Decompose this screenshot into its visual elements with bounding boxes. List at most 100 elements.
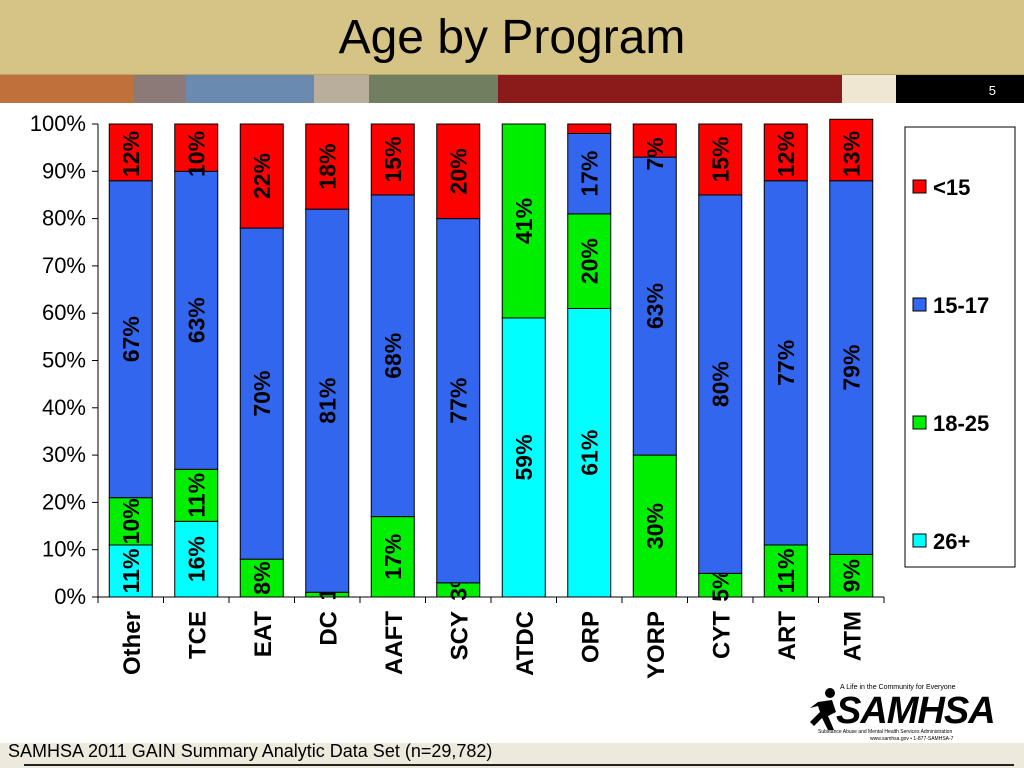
bar-segment-atm-15-17 [829, 180, 874, 555]
data-label-tce-18-25: 11% [183, 473, 209, 518]
legend-swatch-26 [912, 533, 927, 548]
data-label-orp-26: 61% [576, 430, 602, 476]
data-label-cyt-15: 15% [707, 136, 733, 182]
bar-segment-other-15-17 [108, 180, 153, 499]
data-label-tce-15-17: 63% [183, 297, 209, 343]
data-label-art-18-25: 11% [773, 549, 799, 594]
data-label-orp-15-17: 17% [576, 151, 602, 197]
bar-segment-eat-18-25 [239, 558, 284, 598]
bar-segment-tce-26 [174, 520, 219, 598]
bar-segment-tce-18-25 [174, 468, 219, 522]
data-label-aaft-15: 15% [380, 136, 406, 182]
decor-stripe-5 [369, 75, 498, 103]
bar-segment-orp-15 [567, 123, 612, 134]
bar-segment-aaft-15-17 [370, 194, 415, 518]
x-category-label: YORP [643, 611, 670, 679]
y-tick-label: 0% [54, 584, 86, 609]
bar-segment-cyt-15 [698, 123, 743, 196]
data-label-cyt-15-17: 80% [707, 361, 733, 407]
chart-panel: 0% 10% 20% 30% 40% 50% 60% 70% 80% 90% 100% 11% 10% 6… [0, 103, 1024, 743]
y-tick-label: 70% [42, 253, 86, 278]
bar-segment-dc-15-17 [305, 208, 350, 593]
x-category-label: ATDC [512, 611, 539, 676]
data-label-eat-15: 22% [249, 153, 275, 199]
bar-segment-other-26 [108, 544, 153, 598]
bar-segment-orp-26 [567, 307, 612, 598]
legend-label-15-17: 15-17 [933, 293, 989, 318]
y-tick-label: 80% [42, 206, 86, 231]
bar-segment-atm-18-25 [829, 553, 874, 598]
legend-label-15: <15 [933, 175, 970, 200]
logo-contact: www.samhsa.gov • 1-877-SAMHSA-7 [870, 736, 954, 742]
y-tick-label: 40% [42, 395, 86, 420]
x-category-label: CYT [708, 611, 735, 659]
legend-box [904, 126, 1016, 568]
source-note: SAMHSA 2011 GAIN Summary Analytic Data S… [8, 741, 493, 761]
bar-segment-aaft-18-25 [370, 516, 415, 598]
bar-segment-dc-15 [305, 123, 350, 210]
bar-segment-other-18-25 [108, 497, 153, 546]
samhsa-logo: A Life in the Community for Everyone SAM… [808, 684, 996, 744]
bar-segment-tce-15 [174, 123, 219, 172]
data-label-eat-15-17: 70% [249, 371, 275, 417]
y-tick-label: 50% [42, 348, 86, 373]
data-label-dc-15-17: 81% [314, 378, 340, 424]
data-label-tce-26: 16% [183, 536, 209, 582]
x-category-label: ART [774, 611, 801, 661]
logo-tagline: A Life in the Community for Everyone [840, 684, 956, 691]
bar-segment-art-18-25 [763, 544, 808, 598]
running-figure-icon [810, 688, 836, 730]
y-tick-label: 100% [30, 111, 86, 136]
data-label-eat-18-25: 8% [249, 561, 275, 594]
legend-swatch-15-17 [912, 297, 927, 312]
data-label-orp-18-25: 20% [576, 238, 602, 284]
bar-segment-orp-15-17 [567, 132, 612, 215]
x-category-label: SCY [446, 611, 473, 660]
title-bar: Age by Program [0, 0, 1024, 75]
legend-swatch-15 [912, 179, 927, 194]
decor-stripe-2 [133, 75, 186, 103]
data-label-atdc-26: 59% [511, 434, 537, 480]
y-tick-label: 20% [42, 489, 86, 514]
logo-subline: Substance Abuse and Mental Health Servic… [818, 729, 953, 735]
data-label-atdc-18-25: 41% [511, 198, 537, 244]
x-category-label: Other [119, 611, 146, 675]
stacked-bar-chart: 0% 10% 20% 30% 40% 50% 60% 70% 80% 90% 100% 11% 10% 6… [30, 111, 1016, 679]
logo-name: SAMHSA [836, 690, 996, 732]
bar-segment-tce-15-17 [174, 170, 219, 470]
decor-stripe-7 [842, 75, 896, 103]
data-label-scy-15: 20% [445, 148, 471, 194]
decor-stripe-6 [498, 75, 842, 103]
bar-segment-art-15 [763, 123, 808, 182]
y-tick-label: 60% [42, 300, 86, 325]
data-label-cyt-18-25: 5% [707, 569, 733, 602]
data-label-aaft-15-17: 68% [380, 333, 406, 379]
y-tick-label: 30% [42, 442, 86, 467]
data-label-yorp-18-25: 30% [642, 503, 668, 549]
data-label-other-15-17: 67% [118, 316, 144, 362]
bar-segment-atdc-18-25 [501, 123, 546, 319]
data-label-art-15-17: 77% [773, 340, 799, 386]
bar-segment-yorp-18-25 [632, 454, 677, 598]
data-label-other-18-25: 10% [118, 498, 144, 544]
y-tick-label: 10% [42, 537, 86, 562]
data-label-other-26: 11% [118, 549, 144, 594]
x-category-label: AAFT [381, 611, 408, 675]
bar-segment-cyt-15-17 [698, 194, 743, 574]
data-label-atm-15: 13% [838, 131, 864, 177]
x-category-label: DC [315, 611, 342, 646]
legend-label-26: 26+ [933, 529, 970, 554]
data-label-atm-18-25: 9% [838, 559, 864, 592]
data-label-other-15: 12% [118, 131, 144, 177]
data-label-yorp-15-17: 63% [642, 283, 668, 329]
y-tick-label: 90% [42, 158, 86, 183]
x-category-label: TCE [184, 611, 211, 659]
data-label-scy-15-17: 77% [445, 378, 471, 424]
bar-segment-scy-15-17 [436, 218, 481, 584]
bar-segment-eat-15 [239, 123, 284, 229]
legend-swatch-18-25 [912, 415, 927, 430]
decor-stripe-3 [186, 75, 314, 103]
legend-label-18-25: 18-25 [933, 411, 989, 436]
data-label-art-15: 12% [773, 131, 799, 177]
bar-segment-art-15-17 [763, 180, 808, 546]
